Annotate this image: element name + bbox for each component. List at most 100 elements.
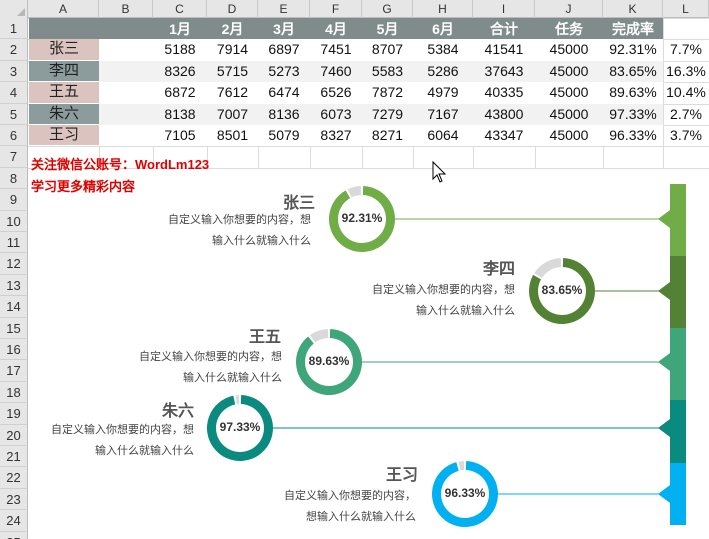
column-header-j[interactable]: J (535, 0, 603, 18)
column-header-a[interactable]: A (28, 0, 99, 18)
table-cell[interactable]: 5188 (164, 41, 196, 58)
row-header-25[interactable]: 25 (0, 531, 28, 539)
donut-percent-label: 97.33% (219, 420, 261, 434)
row-header-12[interactable]: 12 (0, 253, 28, 275)
table-cell[interactable]: 7460 (320, 62, 352, 79)
column-header-f[interactable]: F (310, 0, 362, 18)
table-cell[interactable]: 45000 (549, 62, 589, 79)
row-header-22[interactable]: 22 (0, 467, 28, 489)
row-header-19[interactable]: 19 (0, 403, 28, 425)
row-header-23[interactable]: 23 (0, 488, 28, 511)
table-cell[interactable]: 7279 (371, 105, 404, 122)
column-header-e[interactable]: E (258, 0, 310, 18)
table-cell[interactable]: 5384 (427, 41, 459, 58)
table-cell[interactable]: 83.65% (609, 62, 657, 79)
table-name-cell[interactable]: 王习 (29, 125, 99, 146)
row-header-24[interactable]: 24 (0, 510, 28, 532)
table-cell[interactable]: 45000 (549, 127, 589, 143)
table-cell[interactable]: 40335 (484, 84, 524, 101)
table-name-cell[interactable]: 张三 (29, 39, 99, 60)
table-cell[interactable]: 43347 (484, 127, 524, 143)
table-cell[interactable]: 7612 (216, 84, 249, 101)
row-header-21[interactable]: 21 (0, 446, 28, 468)
table-cell[interactable]: 5286 (427, 62, 459, 79)
row-header-4[interactable]: 4 (0, 82, 28, 104)
table-cell[interactable]: 6526 (320, 84, 352, 101)
table-cell[interactable]: 8326 (164, 62, 196, 79)
table-cell[interactable]: 5079 (268, 127, 300, 143)
column-header-d[interactable]: D (207, 0, 258, 18)
table-cell[interactable]: 45000 (549, 41, 589, 58)
row-header-11[interactable]: 11 (0, 232, 28, 254)
table-cell[interactable]: 37643 (484, 62, 524, 79)
table-name-cell[interactable]: 王五 (29, 82, 99, 103)
row-header-6[interactable]: 6 (0, 125, 28, 147)
row-header-13[interactable]: 13 (0, 274, 28, 297)
table-cell[interactable]: 16.3% (666, 62, 706, 79)
row-header-20[interactable]: 20 (0, 424, 28, 446)
row-header-10[interactable]: 10 (0, 210, 28, 232)
table-cell[interactable]: 7451 (320, 41, 352, 58)
row-header-8[interactable]: 8 (0, 167, 28, 190)
table-cell[interactable]: 4979 (427, 84, 459, 101)
row-header-5[interactable]: 5 (0, 103, 28, 125)
table-cell[interactable]: 92.31% (609, 41, 657, 58)
column-header-g[interactable]: G (362, 0, 413, 18)
table-cell[interactable]: 7.7% (670, 41, 702, 58)
row-header-18[interactable]: 18 (0, 381, 28, 404)
table-cell[interactable]: 6872 (164, 84, 196, 101)
table-cell[interactable]: 6474 (268, 84, 300, 101)
table-header-cell: 5月 (376, 21, 399, 37)
table-cell[interactable]: 3.7% (670, 127, 702, 143)
column-header-b[interactable]: B (99, 0, 153, 18)
table-cell[interactable]: 43800 (484, 105, 524, 122)
table-cell[interactable]: 6073 (320, 105, 352, 122)
table-cell[interactable]: 96.33% (609, 127, 657, 143)
chart-person-name: 李四 (483, 261, 516, 278)
column-header-c[interactable]: C (153, 0, 207, 18)
table-cell[interactable]: 2.7% (670, 105, 702, 122)
chart-description-line: 输入什么就输入什么 (183, 372, 282, 384)
row-header-7[interactable]: 7 (0, 146, 28, 168)
table-cell[interactable]: 45000 (549, 105, 589, 122)
row-header-17[interactable]: 17 (0, 360, 28, 382)
table-cell[interactable]: 97.33% (609, 105, 657, 122)
chart-description-line: 输入什么就输入什么 (416, 305, 515, 317)
table-cell[interactable]: 6897 (268, 41, 300, 58)
table-name-cell[interactable]: 朱六 (29, 103, 99, 124)
table-cell[interactable]: 5715 (216, 62, 249, 79)
table-cell[interactable]: 7007 (216, 105, 249, 122)
row-header-3[interactable]: 3 (0, 60, 28, 83)
table-cell[interactable]: 7872 (371, 84, 404, 101)
table-cell[interactable]: 8327 (320, 127, 352, 143)
table-cell[interactable]: 7105 (164, 127, 196, 143)
table-cell[interactable]: 89.63% (609, 84, 657, 101)
column-header-k[interactable]: K (603, 0, 663, 18)
row-header-1[interactable]: 1 (0, 18, 28, 40)
table-cell[interactable]: 10.4% (666, 84, 706, 101)
table-cell[interactable]: 8138 (164, 105, 196, 122)
row-header-16[interactable]: 16 (0, 339, 28, 361)
column-header-h[interactable]: H (413, 0, 473, 18)
table-cell[interactable]: 41541 (484, 41, 524, 58)
table-cell[interactable]: 8271 (371, 127, 404, 143)
table-cell[interactable]: 45000 (549, 84, 589, 101)
row-header-2[interactable]: 2 (0, 39, 28, 61)
select-all-corner[interactable] (0, 0, 28, 18)
table-cell[interactable]: 8501 (216, 127, 249, 143)
table-cell[interactable]: 7914 (216, 41, 249, 58)
donut-remainder-arc (534, 258, 562, 278)
column-header-bar (0, 0, 709, 18)
table-cell[interactable]: 5583 (371, 62, 404, 79)
table-cell[interactable]: 5273 (268, 62, 300, 79)
timeline-pointer (658, 282, 670, 300)
row-header-15[interactable]: 15 (0, 317, 28, 339)
table-cell[interactable]: 8136 (268, 105, 300, 122)
table-cell[interactable]: 8707 (371, 41, 404, 58)
row-header-14[interactable]: 14 (0, 296, 28, 318)
row-header-9[interactable]: 9 (0, 189, 28, 211)
table-name-cell[interactable]: 李四 (29, 60, 99, 82)
column-header-i[interactable]: I (473, 0, 535, 18)
table-cell[interactable]: 7167 (427, 105, 459, 122)
table-cell[interactable]: 6064 (427, 127, 459, 143)
